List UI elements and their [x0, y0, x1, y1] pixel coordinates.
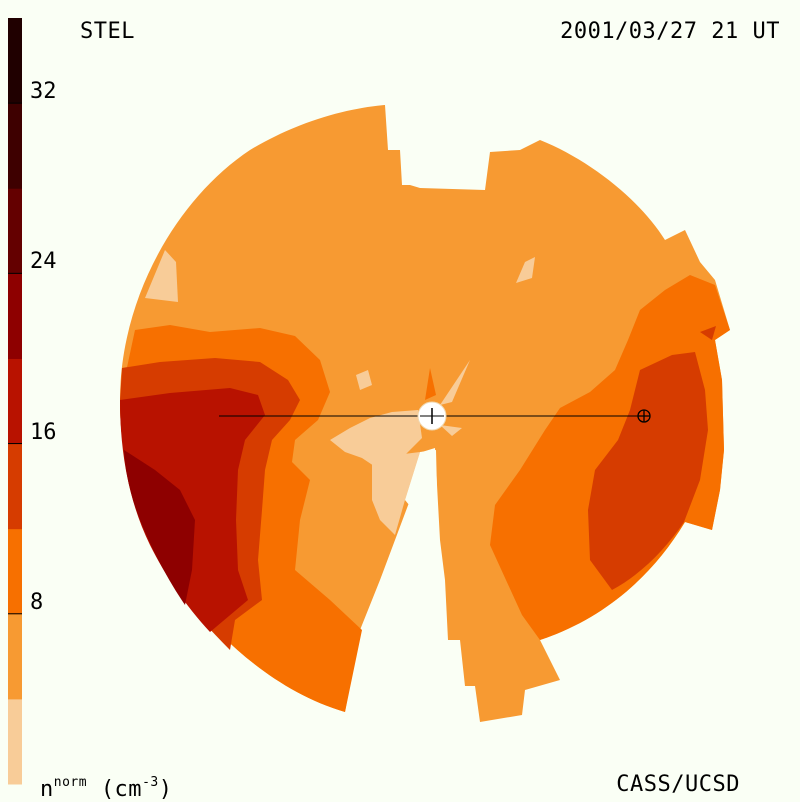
- region-light-nw: [145, 250, 178, 302]
- region-east-dark-notch: [700, 326, 716, 340]
- colorbar-level-7: [8, 103, 22, 189]
- colorbar-level-5: [8, 273, 22, 359]
- colorbar-level-8: [8, 18, 22, 104]
- colorbar-ticks: [8, 102, 22, 615]
- colorbar-level-1: [8, 613, 22, 700]
- colorbar: [8, 18, 22, 785]
- region-light-wedge: [372, 452, 420, 535]
- earth-marker: [637, 409, 651, 423]
- colorbar-level-3: [8, 443, 22, 530]
- units-close: ): [158, 777, 173, 802]
- units-exponent: -3: [142, 775, 159, 790]
- colorbar-level-2: [8, 528, 22, 615]
- colorbar-level-0: [8, 698, 22, 785]
- colorbar-tick-label-8: 8: [30, 589, 44, 615]
- region-light-east-spot: [516, 257, 535, 283]
- units-superscript: norm: [53, 775, 88, 790]
- region-orange-ray: [425, 368, 436, 400]
- units-rest: (cm: [100, 777, 143, 802]
- region-light-ray: [440, 360, 470, 405]
- colorbar-units-label: nnorm (cm-3): [40, 772, 172, 801]
- colorbar-tick-label-32: 32: [30, 79, 57, 105]
- colorbar-tick-label-16: 16: [30, 419, 57, 445]
- units-base: n: [40, 777, 54, 802]
- region-west-core: [124, 450, 195, 605]
- region-empty-wedge: [405, 450, 438, 540]
- colorbar-level-4: [8, 358, 22, 445]
- colorbar-tick-label-24: 24: [30, 249, 57, 275]
- region-light-tail: [440, 425, 462, 436]
- credit-label: CASS/UCSD: [616, 772, 740, 797]
- colorbar-level-6: [8, 188, 22, 274]
- region-light-blob: [356, 370, 372, 390]
- datetime-label: 2001/03/27 21 UT: [560, 19, 780, 44]
- region-west-band-3: [120, 388, 265, 632]
- station-label: STEL: [80, 19, 135, 44]
- region-east-band-2: [588, 352, 708, 590]
